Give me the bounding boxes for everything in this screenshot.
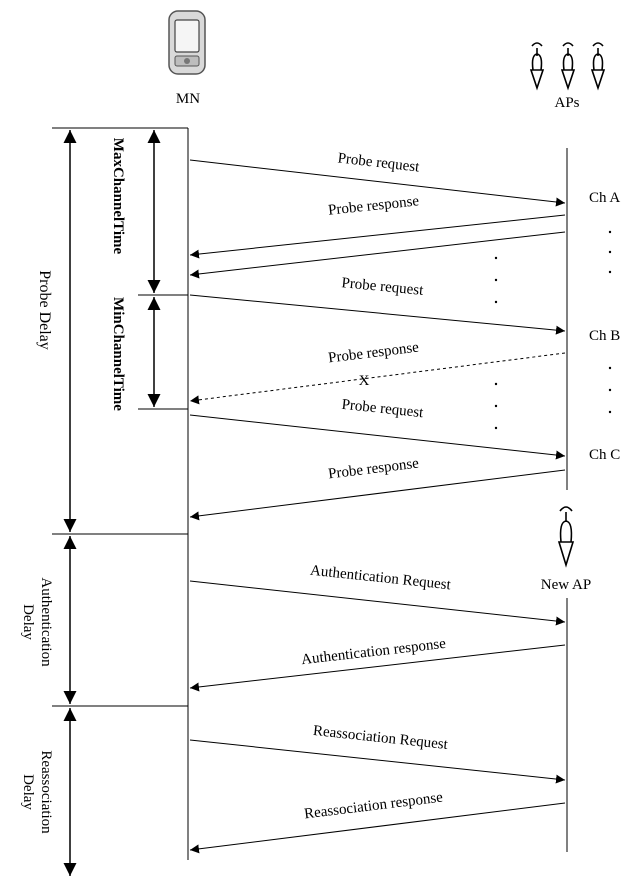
probe-response-3-arrow <box>189 469 566 521</box>
probe-response-1b-arrow <box>189 231 566 279</box>
probe-request-1-label: Probe request <box>337 150 421 175</box>
probe-request-2-label: Probe request <box>341 275 425 299</box>
mobile-device-icon <box>168 10 206 75</box>
aps-label: APs <box>554 95 579 111</box>
new-ap-label: New AP <box>541 577 591 593</box>
lost-packet-marker: X <box>359 373 370 389</box>
probe-response-1-label: Probe response <box>327 193 420 218</box>
probe-response-3-label: Probe response <box>327 455 420 482</box>
probe-request-3-label: Probe request <box>341 397 425 422</box>
channel-b-label: Ch B <box>589 328 620 344</box>
reassoc-delay-label-2: Delay <box>20 774 36 810</box>
mn-label: MN <box>176 91 200 107</box>
min-channel-time-label: MinChannelTime <box>110 297 126 411</box>
auth-request-arrow <box>189 580 566 626</box>
auth-delay-label-1: Authentication <box>38 577 54 667</box>
probe-request-1-arrow <box>189 159 566 207</box>
new-ap-icon <box>557 506 575 568</box>
auth-response-arrow <box>189 644 566 692</box>
channel-c-label: Ch C <box>589 447 620 463</box>
reassoc-request-label: Reassociation Request <box>312 723 449 753</box>
reassoc-response-label: Reassociation response <box>303 790 444 823</box>
auth-delay-label-2: Delay <box>20 604 36 640</box>
probe-response-2-label: Probe response <box>327 339 420 366</box>
reassoc-delay-label-1: Reassociation <box>38 750 54 834</box>
probe-request-3-arrow <box>189 414 566 460</box>
probe-delay-label: Probe Delay <box>36 270 53 350</box>
reassoc-response-arrow <box>189 802 566 854</box>
max-channel-time-label: MaxChannelTime <box>110 138 126 255</box>
probe-response-1a-arrow <box>189 214 566 259</box>
probe-request-2-arrow <box>189 294 566 335</box>
auth-response-label: Authentication response <box>300 636 447 668</box>
continuation-dots <box>494 230 612 430</box>
auth-request-label: Authentication Request <box>309 563 452 594</box>
channel-a-label: Ch A <box>589 190 620 206</box>
reassoc-request-arrow <box>189 739 566 784</box>
access-points-icon <box>529 42 606 91</box>
